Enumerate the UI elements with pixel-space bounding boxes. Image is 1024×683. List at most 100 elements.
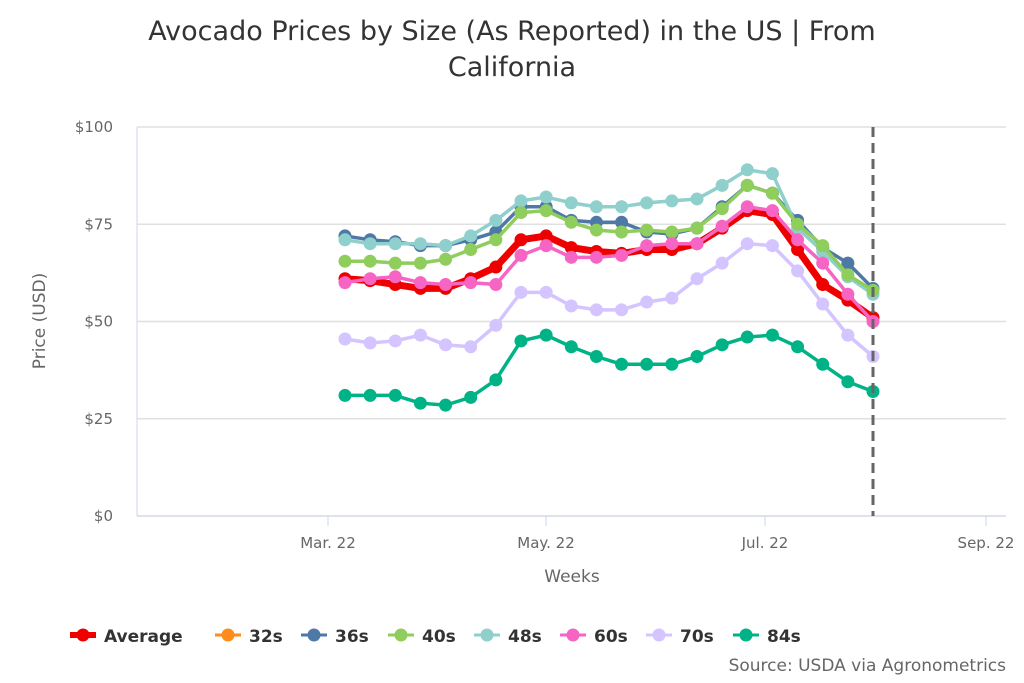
data-point[interactable] <box>765 328 779 342</box>
data-point[interactable] <box>740 237 754 251</box>
data-point[interactable] <box>791 233 805 247</box>
data-point[interactable] <box>841 328 855 342</box>
data-point[interactable] <box>439 252 453 266</box>
data-point[interactable] <box>740 330 754 344</box>
data-point[interactable] <box>715 202 729 216</box>
data-point[interactable] <box>363 254 377 268</box>
data-point[interactable] <box>589 223 603 237</box>
data-point[interactable] <box>564 340 578 354</box>
data-point[interactable] <box>439 239 453 253</box>
data-point[interactable] <box>564 299 578 313</box>
data-point[interactable] <box>740 178 754 192</box>
legend-item-40s[interactable]: 40s <box>388 627 456 647</box>
data-point[interactable] <box>615 248 629 262</box>
data-point[interactable] <box>791 264 805 278</box>
data-point[interactable] <box>413 396 427 410</box>
data-point[interactable] <box>363 388 377 402</box>
data-point[interactable] <box>690 350 704 364</box>
data-point[interactable] <box>338 276 352 290</box>
data-point[interactable] <box>615 225 629 239</box>
data-point[interactable] <box>640 357 654 371</box>
data-point[interactable] <box>539 285 553 299</box>
data-point[interactable] <box>564 215 578 229</box>
data-point[interactable] <box>388 256 402 270</box>
legend-item-60s[interactable]: 60s <box>560 627 628 647</box>
data-point[interactable] <box>464 229 478 243</box>
data-point[interactable] <box>665 194 679 208</box>
data-point[interactable] <box>489 233 503 247</box>
data-point[interactable] <box>640 295 654 309</box>
data-point[interactable] <box>841 268 855 282</box>
data-point[interactable] <box>388 270 402 284</box>
data-point[interactable] <box>439 398 453 412</box>
data-point[interactable] <box>589 200 603 214</box>
data-point[interactable] <box>841 256 855 270</box>
data-point[interactable] <box>564 196 578 210</box>
data-point[interactable] <box>589 350 603 364</box>
data-point[interactable] <box>539 328 553 342</box>
data-point[interactable] <box>464 340 478 354</box>
data-point[interactable] <box>715 338 729 352</box>
data-point[interactable] <box>514 206 528 220</box>
data-point[interactable] <box>363 336 377 350</box>
data-point[interactable] <box>640 239 654 253</box>
data-point[interactable] <box>791 340 805 354</box>
data-point[interactable] <box>665 291 679 305</box>
data-point[interactable] <box>338 388 352 402</box>
data-point[interactable] <box>615 200 629 214</box>
data-point[interactable] <box>640 223 654 237</box>
data-point[interactable] <box>765 186 779 200</box>
data-point[interactable] <box>564 250 578 264</box>
data-point[interactable] <box>816 239 830 253</box>
data-point[interactable] <box>439 338 453 352</box>
data-point[interactable] <box>589 250 603 264</box>
legend-item-36s[interactable]: 36s <box>301 627 369 647</box>
data-point[interactable] <box>665 225 679 239</box>
data-point[interactable] <box>439 278 453 292</box>
data-point[interactable] <box>690 272 704 286</box>
data-point[interactable] <box>816 357 830 371</box>
data-point[interactable] <box>489 260 503 274</box>
data-point[interactable] <box>464 276 478 290</box>
data-point[interactable] <box>489 373 503 387</box>
data-point[interactable] <box>539 229 553 243</box>
data-point[interactable] <box>690 192 704 206</box>
data-point[interactable] <box>715 219 729 233</box>
data-point[interactable] <box>715 178 729 192</box>
data-point[interactable] <box>816 297 830 311</box>
data-point[interactable] <box>514 194 528 208</box>
data-point[interactable] <box>464 390 478 404</box>
data-point[interactable] <box>514 248 528 262</box>
data-point[interactable] <box>338 332 352 346</box>
data-point[interactable] <box>841 375 855 389</box>
legend-item-32s[interactable]: 32s <box>215 627 283 647</box>
data-point[interactable] <box>791 243 805 257</box>
data-point[interactable] <box>413 328 427 342</box>
data-point[interactable] <box>816 278 830 292</box>
legend-item-average[interactable]: Average <box>70 627 183 647</box>
data-point[interactable] <box>489 278 503 292</box>
data-point[interactable] <box>338 254 352 268</box>
data-point[interactable] <box>615 357 629 371</box>
data-point[interactable] <box>388 237 402 251</box>
data-point[interactable] <box>740 163 754 177</box>
data-point[interactable] <box>615 303 629 317</box>
data-point[interactable] <box>841 287 855 301</box>
data-point[interactable] <box>489 318 503 332</box>
legend-item-48s[interactable]: 48s <box>474 627 542 647</box>
data-point[interactable] <box>765 167 779 181</box>
data-point[interactable] <box>363 272 377 286</box>
data-point[interactable] <box>413 276 427 290</box>
data-point[interactable] <box>413 237 427 251</box>
data-point[interactable] <box>338 233 352 247</box>
data-point[interactable] <box>665 357 679 371</box>
data-point[interactable] <box>791 217 805 231</box>
data-point[interactable] <box>363 237 377 251</box>
legend-item-70s[interactable]: 70s <box>646 627 714 647</box>
data-point[interactable] <box>388 388 402 402</box>
data-point[interactable] <box>615 215 629 229</box>
data-point[interactable] <box>816 256 830 270</box>
data-point[interactable] <box>489 213 503 227</box>
data-point[interactable] <box>539 239 553 253</box>
data-point[interactable] <box>539 204 553 218</box>
